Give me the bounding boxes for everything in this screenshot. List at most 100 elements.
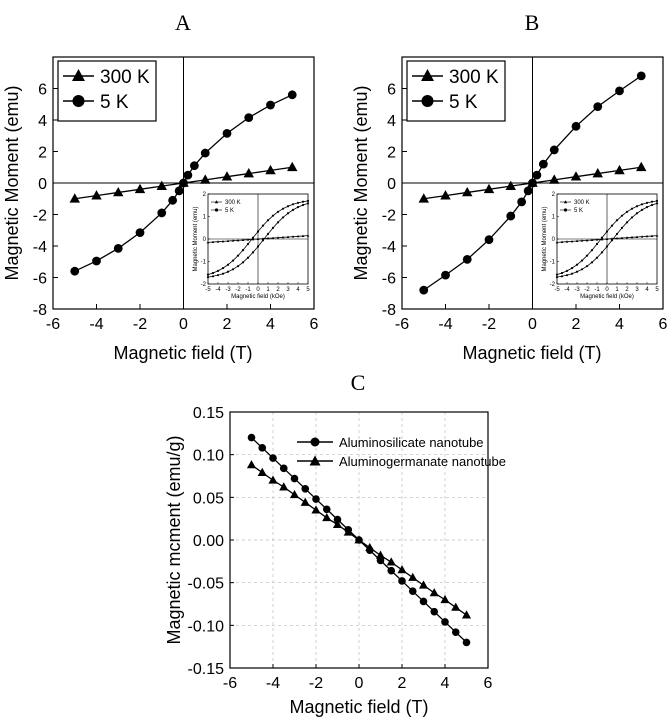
y-axis-label-a: Magnetic Moment (emu) [2, 85, 22, 280]
inset-loop-point [261, 239, 265, 242]
inset-y-axis-label: Magnetic Moment (emu) [193, 206, 199, 271]
inset-x-tick-label: 1 [266, 287, 270, 293]
x-tick-label: 0 [179, 316, 188, 333]
inset-loop-point [655, 199, 659, 202]
inset-flat-point [286, 235, 290, 238]
inset-flat-point [276, 236, 280, 239]
data-point-circle [279, 464, 288, 473]
inset-loop-point [570, 272, 574, 275]
x-tick-label: 4 [615, 316, 624, 333]
inset-flat-point [301, 234, 305, 237]
x-tick-label: -4 [266, 675, 280, 692]
inset-loop-point [610, 224, 614, 227]
inset-loop-point [231, 259, 235, 262]
x-tick-label: -2 [309, 675, 323, 692]
inset-flat-point [590, 238, 594, 241]
inset-x-tick-label: 1 [615, 287, 619, 293]
legend-label-300k-b: 300 K [449, 67, 499, 88]
inset-loop-point [271, 226, 275, 230]
legend-marker-triangle-c [309, 455, 321, 466]
inset-loop-point [595, 256, 599, 259]
data-point-circle [258, 444, 267, 452]
y-axis-label-b: Magnetic Moment (emu) [351, 85, 371, 280]
data-point-triangle [243, 168, 254, 178]
inset-legend-circle [563, 208, 568, 212]
x-tick-label: 2 [572, 316, 581, 333]
data-point-triangle [257, 467, 267, 476]
inset-loop-point [575, 270, 579, 273]
data-point-triangle [440, 594, 450, 604]
x-tick-labels-c: -6 -4 -2 0 2 4 6 [223, 664, 493, 692]
inset-loop-point [595, 242, 599, 246]
inset-flat-point [266, 236, 270, 240]
inset-flat-point [610, 237, 614, 240]
data-point-triangle [332, 519, 343, 528]
data-point-circle [636, 71, 646, 81]
inset-loop-point [276, 221, 280, 224]
inset-loop-point [236, 265, 240, 268]
inset-loop-point [246, 242, 250, 246]
data-point-triangle [287, 161, 298, 172]
inset-loop-point [625, 210, 629, 213]
x-tick-label: 6 [659, 316, 667, 333]
legend-c: Aluminosilicate nanotube Aluminogermanat… [297, 435, 506, 469]
panel-c: C -6 -4 -2 0 2 4 6 -0.15 -0.10 -0.05 0.00 0.05 0.10… [164, 370, 506, 717]
inset-loop-point [605, 245, 609, 248]
inset-loop-point [640, 203, 644, 206]
data-point-triangle [246, 460, 257, 469]
inset-flat-point [575, 239, 579, 243]
data-point-circle [517, 197, 527, 207]
inset-loop-point [650, 200, 654, 203]
inset-flat-point [630, 235, 634, 239]
inset-flat-point [246, 238, 250, 241]
data-point-circle [441, 618, 449, 626]
y-tick-label: 0 [38, 176, 47, 193]
y-tick-label: -0.15 [188, 661, 225, 678]
data-point-triangle [322, 513, 332, 522]
inset-loop-point [241, 261, 245, 264]
y-axis-label-c: Magnetic mcment (emu/g) [164, 435, 184, 644]
inset-flat-point [306, 234, 310, 237]
inset-flat-point [221, 239, 225, 243]
inset-flat-point [600, 237, 604, 241]
legend-label-5k-a: 5 K [100, 92, 129, 113]
inset-loop-point [306, 202, 310, 205]
inset-loop-point [590, 261, 594, 264]
data-point-triangle [440, 190, 451, 200]
inset-loop-point [266, 232, 270, 236]
inset-legend-label-300k: 300 K [225, 200, 241, 206]
data-point-circle [244, 113, 254, 123]
inset-loop-point [216, 269, 220, 272]
legend-marker-circle-a [72, 95, 85, 107]
y-tick-labels-b: -8 -6 -4 -2 0 2 4 6 [382, 82, 407, 319]
inset-loop-point [645, 201, 649, 204]
inset-loop-point [251, 251, 255, 254]
inset-loop-point [580, 268, 584, 271]
data-point-circle [532, 170, 542, 180]
inset-x-tick-label: -1 [245, 287, 251, 293]
x-tick-label: 6 [310, 316, 319, 333]
inset-loop-point [276, 210, 280, 213]
data-point-circle [538, 159, 548, 169]
data-point-triangle [462, 186, 473, 197]
y-tick-label: -4 [382, 239, 396, 256]
data-point-circle [92, 256, 101, 266]
inset-flat-point [216, 240, 220, 243]
data-point-circle [419, 285, 429, 295]
inset-loop-point [615, 232, 619, 236]
y-tick-label: 2 [38, 145, 47, 162]
inset-loop-point [296, 201, 300, 204]
inset-loop-point [226, 270, 230, 273]
y-tick-label: 0.05 [193, 490, 224, 507]
data-point-triangle [343, 527, 353, 536]
inset-x-tick-label: -2 [235, 287, 241, 293]
y-tick-label: -6 [382, 271, 396, 288]
x-tick-label: 6 [484, 675, 493, 692]
inset-loop-point [266, 219, 270, 222]
data-point-circle [135, 228, 145, 238]
inset-x-tick-label: -3 [574, 287, 580, 293]
inset-loop-point [291, 208, 295, 211]
y-tick-label: 0.10 [193, 448, 224, 465]
data-point-circle [290, 474, 299, 483]
